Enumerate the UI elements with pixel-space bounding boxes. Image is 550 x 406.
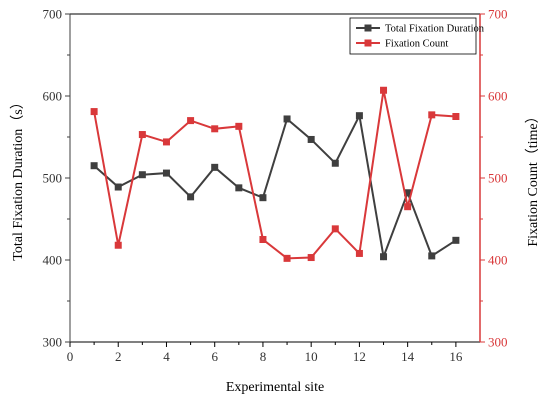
marks-group [90,86,460,262]
series-1-point [235,184,243,192]
legend-box [349,17,477,55]
series-1-point [90,162,98,170]
series-2-point [162,138,170,146]
series-1-point [187,193,195,201]
x-tick-label: 4 [163,349,170,364]
left-y-tick-label: 300 [43,335,63,350]
x-tick-label: 10 [305,349,318,364]
right-y-tick-label: 600 [488,89,508,104]
x-tick-label: 12 [353,349,366,364]
x-tick-label: 8 [260,349,267,364]
series-1-point [404,189,412,197]
series-2-point [259,236,267,243]
series-1-point [380,253,388,261]
series-1-point [114,183,122,191]
series-2-point [331,225,339,233]
series-2-point [404,203,412,211]
legend-label-1: Total Fixation Duration [385,24,485,35]
left-y-tick-label: 600 [43,89,63,104]
series-1-point [307,135,315,143]
series-2-point [355,249,363,257]
right-y-tick-label: 500 [488,171,508,186]
series-1-line [93,112,457,261]
x-tick-label: 16 [449,349,463,364]
series-2-point [90,108,98,116]
axes-group: 0 2 4 6 8 10 12 14 16 300 400 500 600 700 300 400 500 600… [10,7,541,396]
legend-label-2: Fixation Count [385,39,448,50]
right-y-tick-label: 700 [488,7,508,22]
right-y-axis-title: Fixation Count（time） [525,109,541,246]
left-y-tick-label: 700 [43,7,63,22]
legend: Total Fixation Duration Fixation Count [349,17,485,55]
series-1-point [355,112,363,120]
series-1-point [259,194,267,202]
series-2-point [283,254,291,262]
series-2-point [452,113,460,120]
left-y-tick-label: 400 [43,253,63,268]
series-2-point [211,125,219,133]
series-2-point [114,241,122,249]
series-1-point [211,163,219,171]
left-y-tick-label: 500 [43,171,63,186]
right-y-tick-label: 400 [488,253,508,268]
legend-swatch-marker-1 [364,24,372,32]
x-tick-label: 6 [211,349,218,364]
series-2-point [307,254,315,262]
series-1-point [283,115,291,123]
legend-swatch-marker-2 [364,39,372,47]
series-2-point [187,117,195,125]
series-1-point [162,169,170,177]
series-1-point [138,171,146,179]
series-1-point [331,159,339,167]
series-2-point [138,131,146,139]
series-2-point [235,122,243,130]
x-tick-label: 2 [115,349,122,364]
series-2-point [380,86,388,94]
right-y-tick-label: 300 [488,335,508,350]
x-tick-label: 14 [401,349,415,364]
left-y-axis-title: Total Fixation Duration（s） [10,95,26,260]
series-1-point [452,236,460,244]
series-2-point [428,111,436,119]
series-1-point [428,252,436,260]
series-2-line [93,90,456,260]
x-tick-label: 0 [67,349,74,364]
x-axis-title: Experimental site [226,380,324,395]
